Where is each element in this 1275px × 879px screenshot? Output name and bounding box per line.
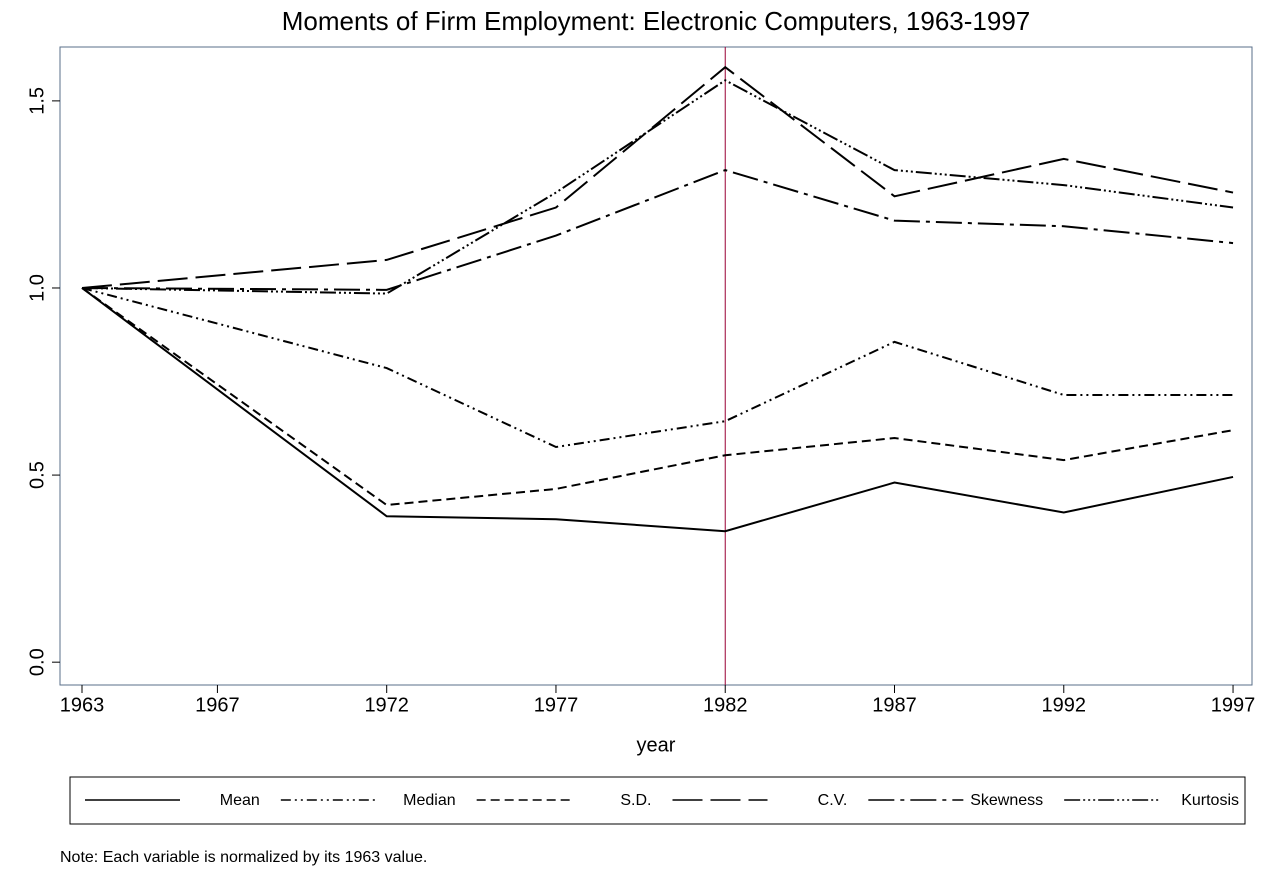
x-tick-label: 1997 xyxy=(1211,694,1256,716)
y-tick-label: 0.5 xyxy=(26,461,48,489)
legend-label: C.V. xyxy=(818,792,848,809)
x-tick-label: 1963 xyxy=(60,694,105,716)
legend-label: Kurtosis xyxy=(1181,792,1239,809)
x-tick-label: 1967 xyxy=(195,694,240,716)
x-tick-label: 1972 xyxy=(364,694,409,716)
legend-label: S.D. xyxy=(620,792,651,809)
y-tick-label: 0.0 xyxy=(26,648,48,676)
x-tick-label: 1982 xyxy=(703,694,748,716)
series-line xyxy=(81,79,1234,295)
x-tick-label: 1977 xyxy=(534,694,579,716)
series-line xyxy=(81,169,1234,291)
legend-label: Mean xyxy=(220,792,260,809)
plot-frame xyxy=(59,46,1253,686)
chart-title: Moments of Firm Employment: Electronic C… xyxy=(282,6,1031,36)
note: Note: Each variable is normalized by its… xyxy=(60,849,427,866)
series-line xyxy=(81,287,1234,533)
x-axis-label: year xyxy=(637,734,676,756)
series-line xyxy=(81,287,1234,507)
x-tick-label: 1987 xyxy=(872,694,917,716)
x-tick-label: 1992 xyxy=(1042,694,1087,716)
series-line xyxy=(81,287,1234,449)
legend-box xyxy=(69,776,1246,825)
legend-label: Skewness xyxy=(970,792,1043,809)
y-tick-label: 1.0 xyxy=(26,274,48,302)
series-line xyxy=(81,65,1234,289)
y-tick-label: 1.5 xyxy=(26,87,48,115)
legend-label: Median xyxy=(403,792,455,809)
